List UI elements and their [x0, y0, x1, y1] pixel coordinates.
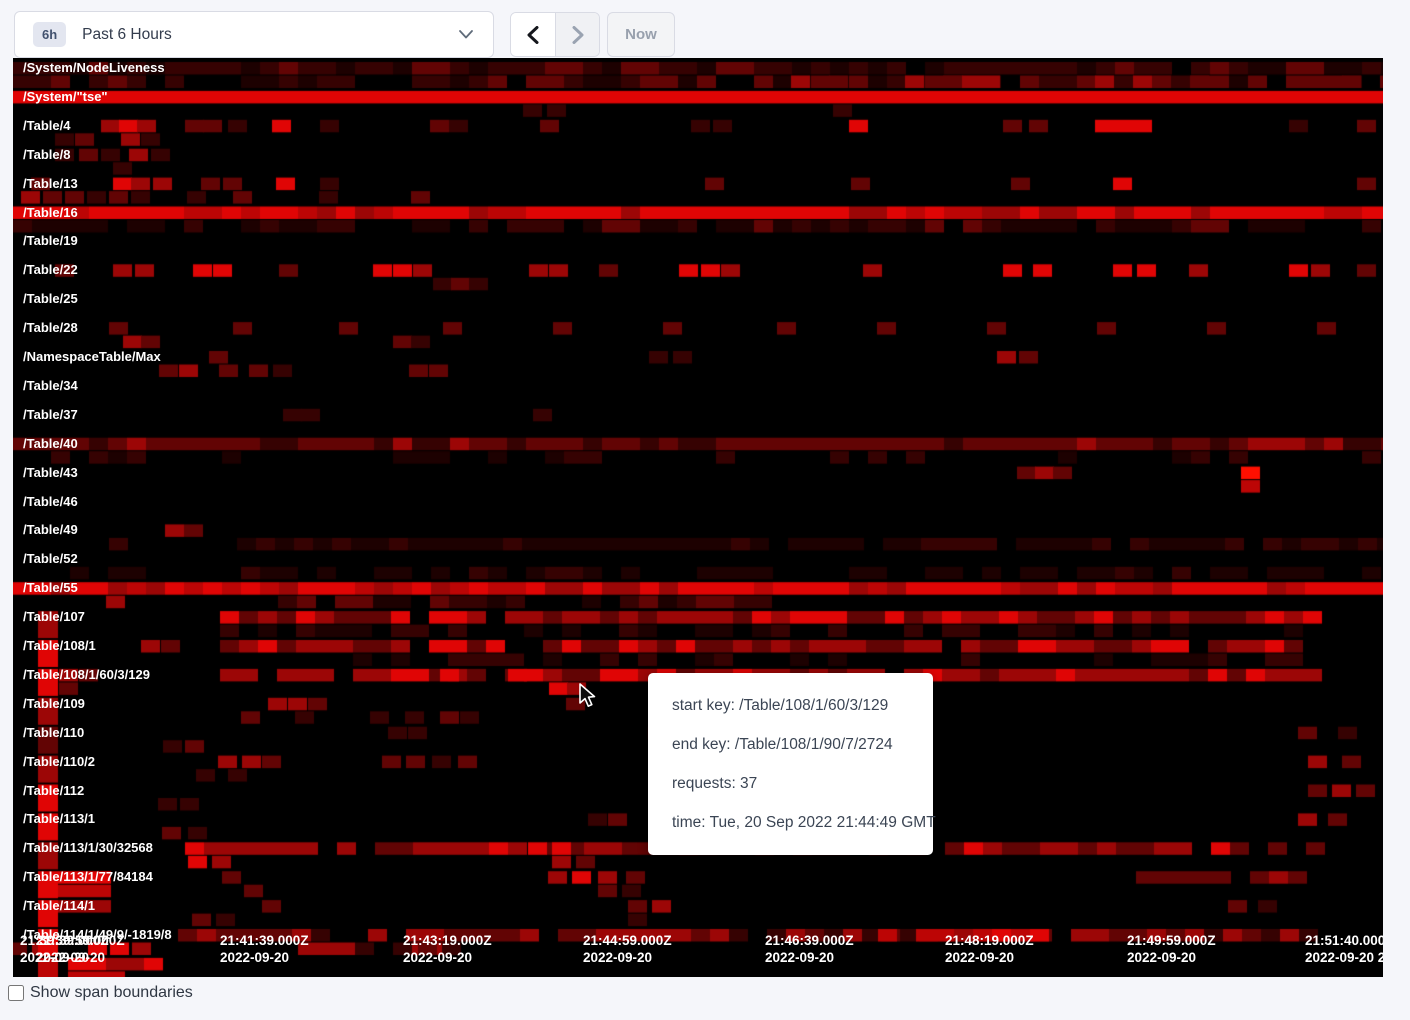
tooltip-start-key: start key: /Table/108/1/60/3/129 [672, 697, 889, 714]
time-window-select[interactable]: 6h Past 6 Hours [14, 11, 494, 58]
show-span-boundaries-label: Show span boundaries [30, 984, 193, 1001]
chevron-left-icon [527, 25, 539, 44]
time-window-label: Past 6 Hours [82, 25, 172, 43]
tooltip-requests: requests: 37 [672, 775, 758, 792]
prev-window-button[interactable] [511, 13, 555, 56]
show-span-boundaries: Show span boundaries [8, 984, 193, 1002]
chevron-right-icon [572, 25, 583, 44]
next-window-button[interactable] [555, 13, 599, 56]
time-nav-group [510, 12, 600, 57]
now-button[interactable]: Now [607, 12, 675, 57]
time-window-badge: 6h [33, 22, 67, 47]
key-visualizer: /System/NodeLiveness/System/"tse"/Table/… [13, 58, 1383, 977]
hover-tooltip: start key: /Table/108/1/60/3/129 end key… [648, 673, 936, 855]
toolbar: 6h Past 6 Hours Now [0, 0, 1410, 58]
tooltip-time: time: Tue, 20 Sep 2022 21:44:49 GMT [672, 814, 936, 831]
tooltip-end-key: end key: /Table/108/1/90/7/2724 [672, 736, 893, 753]
chevron-down-icon [459, 30, 473, 39]
show-span-boundaries-checkbox[interactable] [8, 985, 24, 1001]
